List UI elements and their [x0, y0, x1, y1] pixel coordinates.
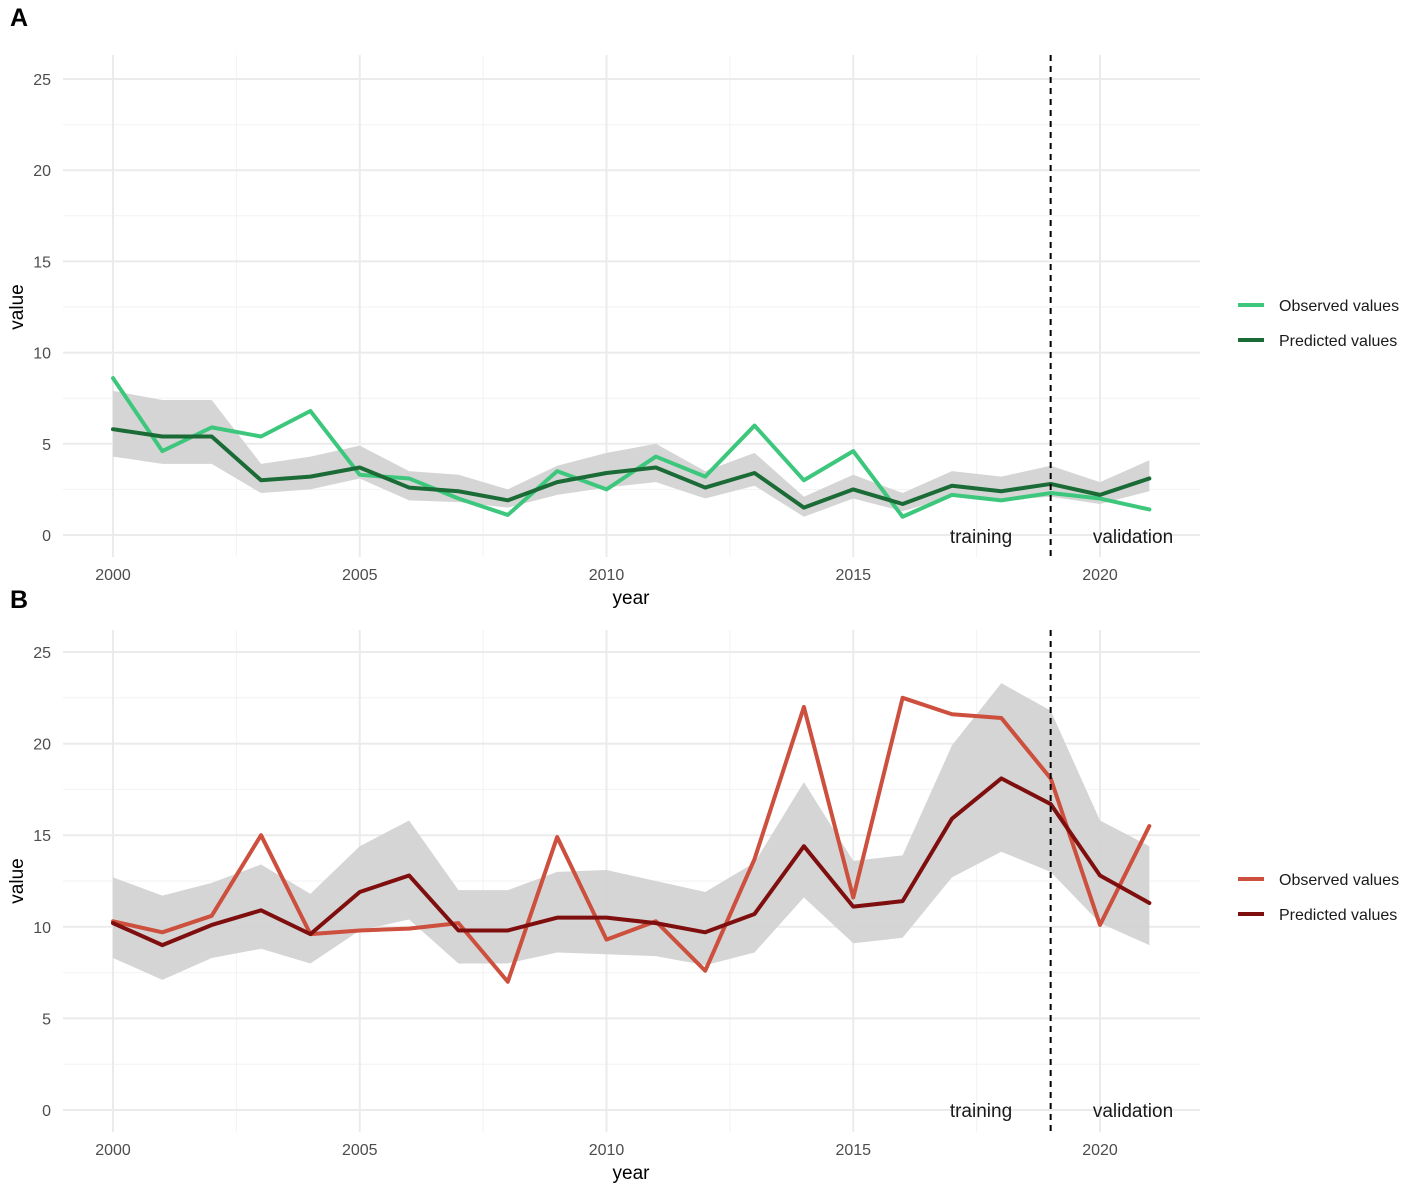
validation-label-a: validation [1093, 527, 1173, 548]
y-tick-label: 5 [42, 437, 51, 454]
predicted-values-line [111, 776, 1152, 948]
y-tick-label: 20 [33, 163, 51, 180]
x-tick-label: 2005 [342, 567, 378, 584]
x-tick-label: 2010 [589, 567, 625, 584]
confidence-band-a [113, 390, 1150, 517]
series-lines-a [111, 376, 1152, 519]
confidence-band-area [113, 390, 1150, 517]
training-label-a: training [950, 527, 1012, 548]
y-tick-label: 15 [33, 828, 51, 845]
y-tick-label: 10 [33, 920, 51, 937]
y-tick-label: 10 [33, 346, 51, 363]
series-lines-b [111, 695, 1152, 984]
x-axis-title-a: year [613, 588, 651, 609]
y-tick-label: 0 [42, 1103, 51, 1120]
legend-label-predicted-b: Predicted values [1279, 907, 1397, 924]
x-axis-title-b: year [613, 1163, 651, 1184]
x-tick-label: 2015 [835, 1142, 871, 1159]
y-axis-title-a: value [7, 284, 28, 329]
predicted-values-line [111, 427, 1152, 510]
x-tick-label: 2005 [342, 1142, 378, 1159]
y-tick-label: 0 [42, 528, 51, 545]
confidence-band-area [113, 683, 1150, 980]
observed-values-line [111, 695, 1152, 984]
x-tick-label: 2015 [835, 567, 871, 584]
legend-label-predicted-a: Predicted values [1279, 333, 1397, 350]
y-tick-label: 5 [42, 1011, 51, 1028]
legend-a: Observed values Predicted values [1238, 298, 1399, 350]
y-tick-label: 20 [33, 737, 51, 754]
panel-label-a: A [10, 4, 28, 32]
tick-labels-b: 2000 2005 2010 2015 2020 0 5 10 15 20 25 [33, 645, 1118, 1159]
panel-b: B 2000 2005 2010 2015 2020 0 5 10 15 20 25 trainin… [7, 586, 1399, 1184]
legend-label-observed-b: Observed values [1279, 872, 1399, 889]
y-tick-label: 15 [33, 254, 51, 271]
y-tick-label: 25 [33, 72, 51, 89]
tick-labels-a: 2000 2005 2010 2015 2020 0 5 10 15 20 25 [33, 72, 1118, 584]
x-tick-label: 2000 [95, 1142, 131, 1159]
legend-b: Observed values Predicted values [1238, 872, 1399, 924]
training-label-b: training [950, 1101, 1012, 1122]
gridlines-a [63, 55, 1200, 557]
x-tick-label: 2020 [1082, 567, 1118, 584]
observed-values-line [111, 376, 1152, 519]
panel-a: A 2000 2005 2010 2015 2020 0 5 10 15 20 25 trainin… [7, 4, 1399, 609]
x-tick-label: 2000 [95, 567, 131, 584]
y-axis-title-b: value [7, 858, 28, 903]
validation-label-b: validation [1093, 1101, 1173, 1122]
panel-label-b: B [10, 586, 28, 614]
x-tick-label: 2020 [1082, 1142, 1118, 1159]
y-tick-label: 25 [33, 645, 51, 662]
x-tick-label: 2010 [589, 1142, 625, 1159]
legend-label-observed-a: Observed values [1279, 298, 1399, 315]
confidence-band-b [113, 683, 1150, 980]
